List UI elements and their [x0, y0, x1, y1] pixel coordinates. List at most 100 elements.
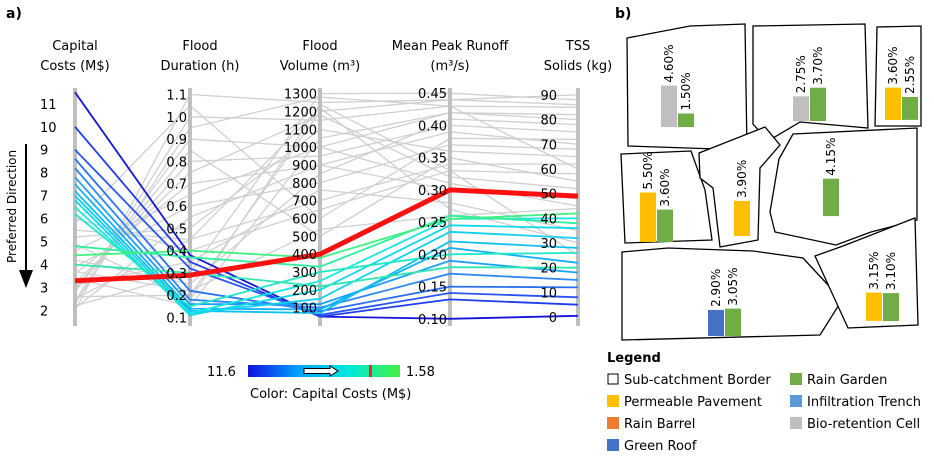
tick-label-mean_peak_runoff: 0.20 — [418, 248, 447, 263]
sc-mid-center-label-permeable_pavement: 3.90% — [735, 160, 749, 198]
legend-swatch-border — [607, 373, 619, 385]
tick-label-tss: 70 — [540, 138, 557, 153]
tick-label-capital_costs: 10 — [40, 121, 57, 136]
sc-mid-left-bar-rain_garden — [657, 209, 673, 242]
sc-bottom-right-label-permeable_pavement: 3.15% — [867, 251, 881, 289]
colorbar-title: Color: Capital Costs (M$) — [250, 387, 411, 402]
axis-title-flood_volume-0: Flood — [302, 39, 337, 54]
solution-line — [74, 212, 579, 259]
tick-label-flood_duration: 0.5 — [166, 222, 187, 237]
legend-swatch-infiltration_trench — [790, 395, 802, 407]
panel-a-label: a) — [6, 6, 22, 22]
sc-bottom-right-label-rain_garden: 3.10% — [884, 252, 898, 290]
tick-label-mean_peak_runoff: 0.30 — [418, 184, 447, 199]
axis-title-tss-0: TSS — [565, 39, 590, 54]
legend-swatch-rain_barrel — [607, 417, 619, 429]
tick-label-flood_duration: 0.7 — [166, 178, 187, 193]
solution-line — [74, 126, 579, 318]
tick-label-flood_volume: 600 — [292, 213, 317, 228]
solution-line — [74, 149, 579, 316]
sc-mid-right-bar-rain_garden — [823, 178, 839, 217]
tick-label-flood_volume: 300 — [292, 266, 317, 281]
solution-line — [74, 183, 579, 311]
sc-top-left-border — [626, 23, 748, 151]
sc-mid-left-bar-permeable_pavement — [640, 192, 656, 242]
sc-top-right-bar-rain_garden — [902, 97, 918, 120]
tick-label-tss: 80 — [540, 114, 557, 129]
highlighted-solution — [74, 187, 579, 284]
axis-titles: Capital Costs (M$) Flood Duration (h) Flood V… — [40, 39, 612, 74]
tick-label-tss: 30 — [540, 237, 557, 252]
sc-top-left-bar-rain_garden — [678, 113, 694, 127]
legend-label-border: Sub-catchment Border — [624, 373, 771, 388]
solution-line — [74, 167, 579, 309]
axis-bar-tss — [576, 88, 580, 326]
axis-title-flood_duration-0: Flood — [182, 39, 217, 54]
tick-label-flood_volume: 500 — [292, 230, 317, 245]
tick-label-capital_costs: 5 — [40, 236, 48, 251]
tick-label-flood_volume: 700 — [292, 195, 317, 210]
tick-label-flood_volume: 1000 — [284, 141, 317, 156]
legend-swatch-rain_garden — [790, 373, 802, 385]
solution-line — [74, 214, 579, 268]
tick-label-tss: 10 — [540, 286, 557, 301]
sc-top-right-bar-permeable_pavement — [885, 87, 901, 120]
tick-label-tss: 40 — [540, 212, 557, 227]
sc-top-mid-label-bio_retention: 2.75% — [794, 55, 808, 93]
tick-label-tss: 50 — [540, 188, 557, 203]
tick-label-flood_duration: 1.0 — [166, 111, 187, 126]
axis-title-flood_duration-1: Duration (h) — [161, 59, 240, 74]
tick-label-capital_costs: 7 — [40, 190, 48, 205]
sc-bottom-right-bar-permeable_pavement — [866, 292, 882, 321]
sc-bottom-left-label-green_roof: 2.90% — [709, 269, 723, 307]
tick-label-tss: 20 — [540, 262, 557, 277]
axis-bar-flood_volume — [318, 88, 322, 326]
tick-label-flood_volume: 1300 — [284, 88, 317, 103]
tick-label-flood_duration: 0.2 — [166, 289, 187, 304]
legend-label-rain_garden: Rain Garden — [807, 373, 887, 388]
tick-label-flood_volume: 1100 — [284, 123, 317, 138]
tick-label-flood_duration: 0.6 — [166, 200, 187, 215]
tick-label-capital_costs: 8 — [40, 167, 48, 182]
tick-label-flood_volume: 200 — [292, 284, 317, 299]
sc-top-left-label-bio_retention: 4.60% — [662, 44, 676, 82]
colored-solutions — [74, 91, 579, 320]
axis-title-capital_costs-1: Costs (M$) — [40, 59, 109, 74]
sc-mid-left-label-rain_garden: 3.60% — [658, 168, 672, 206]
tick-label-tss: 90 — [540, 89, 557, 104]
sc-bottom-left-border — [621, 247, 843, 341]
legend-label-rain_barrel: Rain Barrel — [624, 417, 695, 432]
sc-bottom-left-bar-rain_garden — [725, 308, 741, 336]
tick-label-capital_costs: 4 — [40, 259, 48, 274]
sc-top-mid-bar-bio_retention — [793, 96, 809, 122]
sc-top-mid-label-rain_garden: 3.70% — [811, 47, 825, 85]
axis-title-capital_costs-0: Capital — [52, 39, 98, 54]
tick-label-mean_peak_runoff: 0.35 — [418, 152, 447, 167]
sc-top-right-label-permeable_pavement: 3.60% — [886, 46, 900, 84]
legend: Sub-catchment Border Rain Garden Permeable… — [607, 373, 921, 454]
tick-label-flood_volume: 400 — [292, 248, 317, 263]
sc-bottom-left-label-rain_garden: 3.05% — [726, 267, 740, 305]
tick-label-flood_duration: 1.1 — [166, 89, 187, 104]
tick-label-mean_peak_runoff: 0.10 — [418, 313, 447, 328]
subcatchment-map — [620, 23, 922, 341]
tick-labels: 2 3 4 5 6 7 8 9 10 11 0.1 0.2 0.3 0.4 0.5 0.6 0.7 0.8 0.9 1… — [40, 87, 557, 328]
sc-bottom-right-bar-rain_garden — [883, 293, 899, 321]
solution-line — [74, 195, 579, 315]
sc-top-mid-bar-rain_garden — [810, 87, 826, 121]
tick-label-flood_duration: 0.8 — [166, 155, 187, 170]
tick-label-mean_peak_runoff: 0.40 — [418, 119, 447, 134]
sc-bottom-left-bar-green_roof — [708, 309, 724, 336]
tick-label-flood_volume: 800 — [292, 177, 317, 192]
tick-label-capital_costs: 11 — [40, 98, 57, 113]
sc-top-mid-border — [752, 23, 869, 142]
tick-label-mean_peak_runoff: 0.45 — [418, 87, 447, 102]
sc-top-right-label-rain_garden: 2.55% — [903, 56, 917, 94]
tick-label-capital_costs: 6 — [40, 213, 48, 228]
panel-b-label: b) — [615, 6, 631, 22]
tick-label-capital_costs: 2 — [40, 305, 48, 320]
tick-label-flood_volume: 1200 — [284, 105, 317, 120]
tick-label-flood_duration: 0.1 — [166, 312, 187, 327]
tick-label-flood_volume: 900 — [292, 159, 317, 174]
